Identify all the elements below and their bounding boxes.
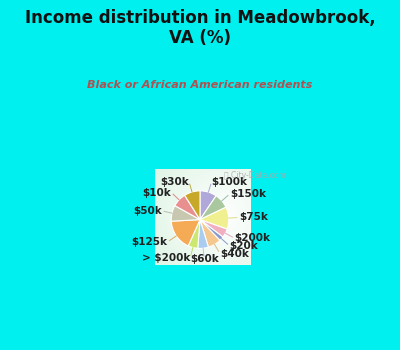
- Wedge shape: [200, 207, 229, 229]
- Text: $100k: $100k: [212, 177, 248, 187]
- Text: $150k: $150k: [230, 189, 266, 199]
- Text: > $200k: > $200k: [142, 253, 190, 263]
- Text: Income distribution in Meadowbrook,
VA (%): Income distribution in Meadowbrook, VA (…: [25, 8, 375, 47]
- Text: ⓘ City-Data.com: ⓘ City-Data.com: [224, 171, 286, 180]
- Text: $125k: $125k: [132, 237, 168, 247]
- Text: $20k: $20k: [229, 241, 258, 251]
- Wedge shape: [200, 220, 220, 247]
- Text: $200k: $200k: [235, 233, 271, 243]
- Wedge shape: [188, 220, 200, 248]
- Wedge shape: [171, 220, 200, 246]
- Wedge shape: [171, 206, 200, 221]
- Wedge shape: [198, 220, 208, 248]
- Wedge shape: [200, 220, 223, 240]
- Text: $10k: $10k: [143, 188, 172, 198]
- Text: $60k: $60k: [190, 254, 219, 264]
- Text: $30k: $30k: [160, 177, 189, 187]
- Wedge shape: [200, 196, 226, 220]
- Wedge shape: [200, 191, 216, 220]
- Text: $40k: $40k: [220, 248, 249, 259]
- Wedge shape: [200, 220, 227, 237]
- Text: $75k: $75k: [239, 212, 268, 223]
- Wedge shape: [185, 191, 200, 220]
- Text: $50k: $50k: [133, 206, 162, 216]
- Wedge shape: [175, 195, 200, 220]
- Text: Black or African American residents: Black or African American residents: [87, 80, 313, 90]
